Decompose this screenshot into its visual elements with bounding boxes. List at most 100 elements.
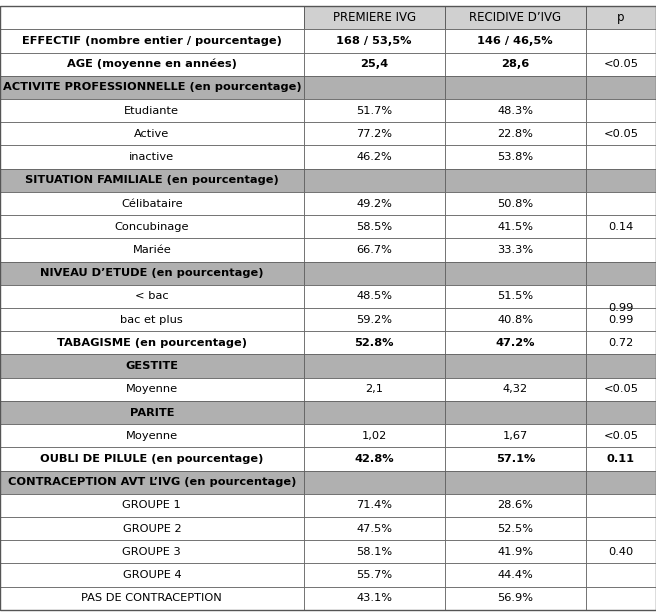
Bar [586, 563, 656, 587]
Text: PREMIERE IVG: PREMIERE IVG [333, 11, 416, 25]
Text: <0.05: <0.05 [604, 384, 638, 394]
Bar [304, 354, 445, 378]
Text: SITUATION FAMILIALE (en pourcentage): SITUATION FAMILIALE (en pourcentage) [25, 175, 279, 185]
Text: GROUPE 3: GROUPE 3 [123, 547, 181, 557]
Text: 4,32: 4,32 [502, 384, 528, 394]
Bar [304, 494, 445, 517]
Text: 50.8%: 50.8% [497, 199, 533, 208]
Bar [304, 29, 445, 53]
Text: 22.8%: 22.8% [497, 129, 533, 139]
Bar [586, 6, 656, 29]
Text: <0.05: <0.05 [604, 431, 638, 441]
Bar [304, 215, 445, 238]
Bar [0, 471, 304, 494]
Bar [0, 6, 304, 29]
Bar [445, 401, 586, 424]
Bar [445, 76, 586, 99]
Bar [586, 424, 656, 447]
Text: 40.8%: 40.8% [497, 314, 533, 325]
Bar [586, 401, 656, 424]
Text: 58.5%: 58.5% [356, 222, 392, 232]
Bar [586, 99, 656, 122]
Bar [0, 76, 304, 99]
Text: 0.14: 0.14 [608, 222, 634, 232]
Bar [445, 447, 586, 471]
Text: 28,6: 28,6 [501, 59, 529, 69]
Text: CONTRACEPTION AVT L’IVG (en pourcentage): CONTRACEPTION AVT L’IVG (en pourcentage) [8, 477, 296, 487]
Bar [445, 424, 586, 447]
Bar [586, 447, 656, 471]
Bar [445, 53, 586, 76]
Bar [0, 145, 304, 169]
Bar [586, 145, 656, 169]
Text: ACTIVITE PROFESSIONNELLE (en pourcentage): ACTIVITE PROFESSIONNELLE (en pourcentage… [3, 82, 301, 93]
Text: TABAGISME (en pourcentage): TABAGISME (en pourcentage) [57, 338, 247, 348]
Text: 49.2%: 49.2% [356, 199, 392, 208]
Bar [586, 238, 656, 262]
Bar [445, 563, 586, 587]
Bar [304, 517, 445, 540]
Text: <0.05: <0.05 [604, 59, 638, 69]
Bar [445, 471, 586, 494]
Bar [304, 401, 445, 424]
Bar [0, 169, 304, 192]
Text: 56.9%: 56.9% [497, 593, 533, 603]
Text: 55.7%: 55.7% [356, 570, 392, 580]
Text: 0.99: 0.99 [608, 314, 634, 325]
Bar [304, 6, 445, 29]
Text: Moyenne: Moyenne [126, 431, 178, 441]
Bar [304, 238, 445, 262]
Bar [445, 169, 586, 192]
Bar [445, 29, 586, 53]
Text: Mariée: Mariée [133, 245, 171, 255]
Text: GROUPE 4: GROUPE 4 [123, 570, 181, 580]
Bar [304, 53, 445, 76]
Bar [0, 53, 304, 76]
Bar [304, 540, 445, 563]
Bar [304, 192, 445, 215]
Text: PAS DE CONTRACEPTION: PAS DE CONTRACEPTION [81, 593, 222, 603]
Text: 0.40: 0.40 [608, 547, 634, 557]
Text: 0.72: 0.72 [608, 338, 634, 348]
Bar [586, 331, 656, 354]
Bar [445, 6, 586, 29]
Bar [304, 76, 445, 99]
Bar [445, 587, 586, 610]
Bar [0, 378, 304, 401]
Text: 48.5%: 48.5% [356, 291, 392, 302]
Bar [445, 308, 586, 331]
Bar [0, 29, 304, 53]
Bar [586, 192, 656, 215]
Text: 43.1%: 43.1% [356, 593, 392, 603]
Text: 168 / 53,5%: 168 / 53,5% [337, 36, 412, 46]
Bar [0, 122, 304, 145]
Text: p: p [617, 11, 625, 25]
Bar [586, 471, 656, 494]
Bar [445, 145, 586, 169]
Bar [586, 517, 656, 540]
Bar [586, 285, 656, 308]
Bar [586, 169, 656, 192]
Bar [304, 308, 445, 331]
Text: 47.2%: 47.2% [495, 338, 535, 348]
Bar [304, 587, 445, 610]
Text: GROUPE 2: GROUPE 2 [123, 524, 181, 534]
Bar [445, 238, 586, 262]
Bar [586, 587, 656, 610]
Bar [0, 285, 304, 308]
Text: GROUPE 1: GROUPE 1 [123, 500, 181, 511]
Text: 77.2%: 77.2% [356, 129, 392, 139]
Text: 53.8%: 53.8% [497, 152, 533, 162]
Bar [0, 331, 304, 354]
Bar [586, 308, 656, 331]
Text: 52.8%: 52.8% [354, 338, 394, 348]
Text: 51.5%: 51.5% [497, 291, 533, 302]
Bar [586, 76, 656, 99]
Bar [0, 447, 304, 471]
Bar [445, 285, 586, 308]
Bar [0, 401, 304, 424]
Bar [586, 215, 656, 238]
Bar [304, 563, 445, 587]
Bar [304, 447, 445, 471]
Text: 48.3%: 48.3% [497, 105, 533, 116]
